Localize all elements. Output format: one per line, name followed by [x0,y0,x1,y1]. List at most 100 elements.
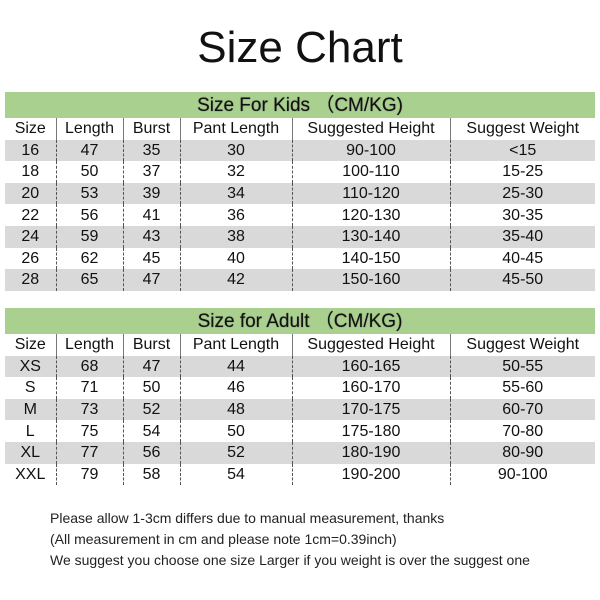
column-header: Length [55,118,123,140]
table-cell: 160-165 [291,355,450,378]
table-caption: Size For Kids （CM/KG) [5,92,595,118]
column-header: Pant Length [179,334,292,356]
table-cell: 180-190 [291,441,450,464]
table-cell: 55-60 [449,377,595,399]
table-row: XS 68 47 44 160-165 50-55 [5,355,595,378]
table-cell: XS [5,355,56,378]
table-cell: 54 [179,463,292,486]
table-cell: 170-175 [291,398,450,421]
table-cell: 62 [55,247,123,270]
table-cell: 20 [5,182,56,205]
table-cell: 53 [55,182,123,205]
table-cell: 35-40 [449,225,595,248]
note-line: (All measurement in cm and please note 1… [50,531,397,547]
note-line: We suggest you choose one size Larger if… [50,552,530,568]
table-cell: 52 [179,441,292,464]
table-cell: 56 [122,441,180,464]
column-header: Suggest Weight [449,334,595,356]
column-header: Suggested Height [291,334,450,356]
table-cell: 39 [122,182,180,205]
table-row: S 71 50 46 160-170 55-60 [5,377,595,399]
table-caption-row: Size For Kids （CM/KG) [5,92,595,118]
header-row: Size Length Burst Pant Length Suggested Heig… [5,334,595,356]
table-caption: Size for Adult （CM/KG) [5,308,595,334]
table-row: L 75 54 50 175-180 70-80 [5,420,595,442]
table-cell: 25-30 [449,182,595,205]
table-row: 26 62 45 40 140-150 40-45 [5,247,595,270]
table-cell: 30-35 [449,204,595,226]
table-cell: 40 [179,247,292,270]
table-cell: M [5,398,56,421]
table-cell: 45 [122,247,180,270]
table-cell: 43 [122,225,180,248]
page-title: Size Chart [197,23,403,72]
table-cell: 35 [122,139,180,162]
table-cell: 110-120 [291,182,450,205]
table-cell: 47 [55,139,123,162]
table-cell: 90-100 [291,139,450,162]
table-cell: 60-70 [449,398,595,421]
header-row: Size Length Burst Pant Length Suggested Heig… [5,118,595,140]
table-cell: 58 [122,463,180,486]
table-cell: 48 [179,398,292,421]
column-header: Suggested Height [291,118,450,140]
table-cell: 32 [179,161,292,183]
table-cell: 42 [179,269,292,291]
table-cell: 79 [55,463,123,486]
table-cell: 73 [55,398,123,421]
table-cell: 56 [55,204,123,226]
table-cell: 130-140 [291,225,450,248]
table-cell: 37 [122,161,180,183]
table-caption-row: Size for Adult （CM/KG) [5,308,595,334]
table-cell: 46 [179,377,292,399]
table-cell: 175-180 [291,420,450,442]
table-row: 28 65 47 42 150-160 45-50 [5,269,595,291]
table-row: 24 59 43 38 130-140 35-40 [5,225,595,248]
note-line: Please allow 1-3cm differs due to manual… [50,510,445,526]
table-cell: XL [5,441,56,464]
table-cell: 68 [55,355,123,378]
table-cell: 15-25 [449,161,595,183]
table-cell: 59 [55,225,123,248]
table-cell: 16 [5,139,56,162]
table-cell: 26 [21,249,40,267]
table-row: XXL 79 58 54 190-200 90-100 [5,463,595,486]
table-cell: 77 [55,441,123,464]
table-cell: 40-45 [449,247,595,270]
column-header: Size [14,120,46,138]
table-cell: 65 [55,269,123,291]
column-header: Suggest Weight [449,118,595,140]
kids-size-table: Size For Kids （CM/KG) Size Length Burst Pant… [5,92,595,291]
table-row: XL 77 56 52 180-190 80-90 [5,441,595,464]
table-cell: 47 [122,269,180,291]
table-cell: 120-130 [291,204,450,226]
column-header: Length [55,334,123,356]
table-cell: 34 [179,182,292,205]
table-cell: S [24,379,36,397]
table-cell: 150-160 [291,269,450,291]
table-row: 20 53 39 34 110-120 25-30 [5,182,595,205]
table-cell: 80-90 [449,441,595,464]
table-row: M 73 52 48 170-175 60-70 [5,398,595,421]
table-cell: 44 [179,355,292,378]
table-cell: 24 [5,225,56,248]
table-cell: 160-170 [291,377,450,399]
table-cell: 50 [122,377,180,399]
table-cell: 50 [55,161,123,183]
table-row: 22 56 41 36 120-130 30-35 [5,204,595,226]
table-cell: 38 [179,225,292,248]
table-cell: 70-80 [449,420,595,442]
column-header: Size [14,336,46,354]
table-row: 16 47 35 30 90-100 <15 [5,139,595,162]
table-cell: 36 [179,204,292,226]
table-cell: 54 [122,420,180,442]
table-cell: 50 [179,420,292,442]
table-cell: 90-100 [449,463,595,486]
table-cell: <15 [449,139,595,162]
adult-size-table: Size for Adult （CM/KG) Size Length Burst Pan… [5,308,595,486]
table-cell: 22 [21,206,40,224]
table-cell: 190-200 [291,463,450,486]
table-cell: XXL [15,465,46,483]
table-cell: 50-55 [449,355,595,378]
column-header: Burst [122,118,180,140]
